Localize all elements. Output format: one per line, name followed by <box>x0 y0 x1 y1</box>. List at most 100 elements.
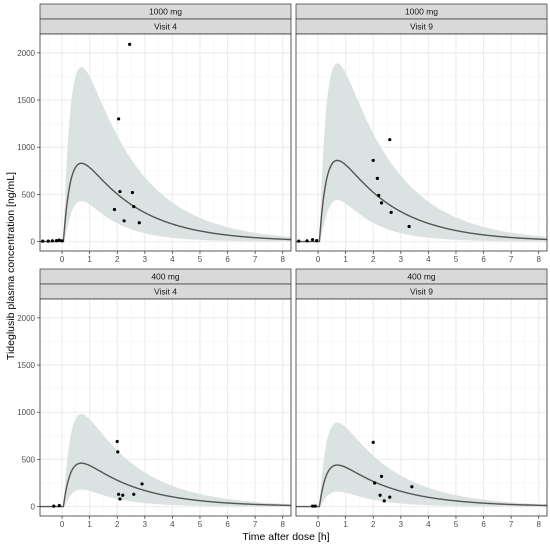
observation-point <box>132 205 136 209</box>
observation-point <box>117 117 121 121</box>
observation-point <box>315 239 319 243</box>
observation-point <box>297 239 301 243</box>
y-tick-label: 0 <box>31 503 36 512</box>
observation-point <box>313 504 317 508</box>
observation-point <box>117 492 121 496</box>
visit-label: Visit 9 <box>410 287 433 297</box>
observation-point <box>54 239 59 243</box>
x-tick-label: 8 <box>280 255 285 264</box>
y-tick-label: 1000 <box>17 408 35 417</box>
observation-point <box>116 450 120 454</box>
panel-2: 1000 mg Visit 9 0 1 2 3 4 5 6 7 8 <box>295 3 548 264</box>
observation-point <box>46 239 50 243</box>
observation-point <box>121 493 125 497</box>
observation-point <box>140 482 144 486</box>
observation-point <box>41 239 45 243</box>
x-tick-label: 6 <box>481 255 486 264</box>
x-tick-label: 3 <box>399 520 404 529</box>
x-tick-label: 2 <box>371 520 376 529</box>
x-tick-label: 6 <box>225 520 230 529</box>
x-tick-label: 3 <box>399 255 404 264</box>
x-tick-label: 1 <box>343 255 348 264</box>
visit-label: Visit 4 <box>154 287 177 297</box>
observation-point <box>373 481 377 485</box>
y-tick-label: 2000 <box>17 314 35 323</box>
observation-point <box>118 497 122 501</box>
observation-point <box>305 239 309 243</box>
observation-point <box>382 499 386 503</box>
y-tick-label: 2000 <box>17 49 35 58</box>
panel-border <box>39 33 292 252</box>
x-tick-label: 0 <box>316 520 321 529</box>
observation-point <box>57 238 61 242</box>
x-tick-label: 5 <box>198 255 203 264</box>
x-tick-label: 2 <box>115 520 120 529</box>
x-tick-label: 1 <box>343 520 348 529</box>
dose-label: 400 mg <box>151 272 180 282</box>
observation-point <box>137 221 141 225</box>
prediction-band <box>296 422 547 507</box>
observation-point <box>388 495 392 499</box>
observation-point <box>378 493 382 497</box>
visit-label: Visit 9 <box>410 22 433 32</box>
x-tick-label: 8 <box>280 520 285 529</box>
observation-point <box>389 210 393 214</box>
observation-point <box>50 239 55 243</box>
y-tick-label: 500 <box>22 455 36 464</box>
x-tick-label: 0 <box>60 255 65 264</box>
observation-point <box>60 239 64 243</box>
observation-point <box>410 485 414 489</box>
x-axis-title: Time after dose [h] <box>242 531 329 543</box>
x-tick-label: 2 <box>371 255 376 264</box>
dose-label: 1000 mg <box>405 7 438 17</box>
observation-point <box>310 504 315 508</box>
observation-point <box>112 207 117 212</box>
panel-border <box>39 298 292 517</box>
x-tick-label: 8 <box>536 520 541 529</box>
x-tick-label: 7 <box>253 520 258 529</box>
dose-label: 400 mg <box>407 272 436 282</box>
y-tick-label: 500 <box>22 190 36 199</box>
x-tick-label: 7 <box>509 520 514 529</box>
y-axis-title: Tideglusib plasma concentration [ng/mL] <box>5 172 17 360</box>
x-tick-label: 5 <box>198 520 203 529</box>
median-curve <box>40 162 291 243</box>
x-tick-label: 7 <box>509 255 514 264</box>
visit-label: Visit 4 <box>154 22 177 32</box>
panel-border <box>295 298 548 517</box>
median-curve <box>296 159 547 243</box>
x-tick-label: 1 <box>87 255 92 264</box>
observation-point <box>379 201 384 205</box>
observation-point <box>132 492 136 496</box>
panel-1: 1000 mg Visit 4 0 1 2 3 4 5 6 7 8 0 500 1000 1500 2000 <box>17 3 292 264</box>
y-tick-label: 1500 <box>17 96 35 105</box>
observation-point <box>375 176 379 180</box>
observation-point <box>128 42 132 46</box>
observation-point <box>407 224 411 229</box>
observation-point <box>310 238 315 242</box>
median-curve <box>296 464 547 508</box>
panel-border <box>295 33 548 252</box>
observation-point <box>371 440 375 445</box>
panel-4: 400 mg Visit 9 0 1 2 3 4 5 6 7 8 <box>295 268 548 529</box>
x-tick-label: 4 <box>426 255 431 264</box>
y-tick-label: 1000 <box>17 143 35 152</box>
x-tick-label: 5 <box>454 255 459 264</box>
x-tick-label: 6 <box>225 255 230 264</box>
observation-point <box>52 504 56 508</box>
x-tick-label: 3 <box>143 255 148 264</box>
prediction-band <box>40 414 291 507</box>
x-tick-label: 2 <box>115 255 120 264</box>
observation-point <box>118 189 122 194</box>
y-tick-label: 1500 <box>17 361 35 370</box>
observation-point <box>130 190 135 195</box>
x-tick-label: 3 <box>143 520 148 529</box>
observation-point <box>371 158 375 163</box>
x-tick-label: 4 <box>170 255 175 264</box>
x-tick-label: 6 <box>481 520 486 529</box>
prediction-band <box>40 67 291 242</box>
observation-point <box>379 474 384 478</box>
observation-point <box>115 439 119 444</box>
x-tick-label: 1 <box>87 520 92 529</box>
